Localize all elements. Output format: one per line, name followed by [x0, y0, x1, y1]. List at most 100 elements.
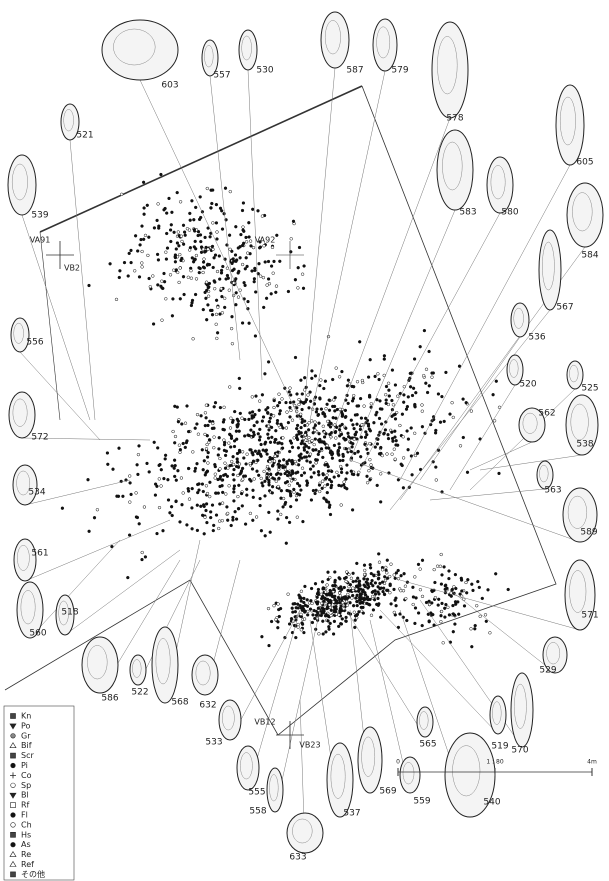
find-dot: [424, 600, 429, 605]
find-dot: [201, 503, 206, 507]
find-dot: [313, 374, 318, 378]
find-dot: [209, 515, 213, 520]
legend-label: Po: [21, 721, 31, 730]
find-dot: [308, 460, 312, 464]
find-dot: [379, 472, 383, 476]
find-dot: [357, 598, 362, 602]
find-dot: [199, 239, 203, 244]
find-dot: [343, 415, 348, 419]
find-dot: [368, 563, 372, 567]
find-dot: [408, 385, 413, 389]
artifact-drawing: [286, 812, 324, 854]
find-dot: [181, 223, 186, 227]
find-dot: [345, 487, 349, 491]
find-dot: [443, 615, 447, 619]
find-dot: [335, 407, 339, 412]
find-dot: [269, 425, 274, 430]
find-dot: [312, 442, 316, 447]
find-dot: [258, 496, 262, 501]
find-dot: [354, 587, 359, 591]
find-dot: [337, 428, 342, 432]
find-dot: [352, 437, 356, 441]
find-dot: [195, 503, 199, 507]
find-dot: [313, 616, 317, 621]
find-dot: [189, 276, 194, 280]
find-dot: [272, 405, 276, 410]
find-dot: [232, 499, 236, 503]
find-dot: [274, 284, 279, 288]
find-dot: [235, 457, 239, 461]
find-dot: [195, 422, 199, 426]
find-dot: [300, 392, 304, 396]
find-dot: [365, 474, 369, 478]
find-dot: [229, 326, 234, 331]
find-dot: [251, 434, 255, 439]
boundary-line: [39, 231, 61, 421]
find-dot: [345, 603, 349, 607]
find-dot: [385, 576, 390, 580]
artifact-facet: [12, 398, 28, 427]
find-dot: [171, 429, 175, 434]
find-dot: [379, 422, 384, 426]
find-dot: [208, 235, 212, 239]
find-dot: [369, 581, 373, 586]
find-dot: [321, 472, 325, 476]
find-dot: [220, 227, 225, 231]
find-dot: [311, 431, 315, 435]
find-dot: [232, 490, 236, 494]
artifact-label: 572: [31, 433, 48, 443]
find-dot: [284, 541, 288, 545]
find-dot: [236, 295, 241, 299]
find-dot: [332, 443, 337, 448]
find-dot: [306, 393, 310, 397]
find-dot: [213, 280, 217, 284]
find-dot: [153, 493, 158, 497]
find-dot: [152, 440, 156, 444]
artifact-facet: [58, 600, 69, 626]
find-dot: [316, 470, 321, 474]
find-dot: [388, 591, 392, 595]
legend-symbol: [10, 772, 16, 779]
artifact-facet: [330, 753, 346, 799]
find-dot: [453, 572, 458, 577]
find-dot: [387, 388, 391, 392]
find-dot: [255, 420, 259, 424]
find-dot: [342, 585, 346, 590]
find-dot: [302, 600, 306, 605]
find-dot: [342, 436, 346, 440]
legend-label: Hs: [21, 830, 31, 839]
find-dot: [360, 590, 365, 594]
artifact-facet: [509, 359, 519, 378]
find-dot: [494, 379, 498, 383]
find-dot: [356, 576, 360, 580]
find-dot: [266, 411, 270, 415]
artifact-label: 565: [419, 740, 436, 750]
find-dot: [365, 481, 370, 485]
leader-line: [69, 139, 96, 421]
find-dot: [202, 532, 206, 536]
find-dot: [344, 477, 348, 481]
artifact-facet: [204, 45, 214, 68]
find-dot: [363, 416, 368, 420]
find-dot: [95, 508, 100, 512]
find-dot: [329, 608, 333, 612]
find-dot: [300, 420, 304, 425]
find-dot: [240, 416, 244, 420]
find-dot: [268, 455, 272, 460]
find-dot: [438, 564, 443, 568]
artifact-label: 530: [256, 66, 273, 76]
find-dot: [355, 593, 359, 597]
find-dot: [488, 631, 492, 635]
leader-line: [399, 579, 581, 631]
find-dot: [396, 478, 401, 482]
find-dot: [281, 505, 285, 509]
find-dot: [176, 230, 180, 234]
find-dot: [237, 462, 242, 466]
find-dot: [172, 458, 177, 462]
find-dot: [222, 443, 227, 447]
find-dot: [263, 479, 267, 483]
find-dot: [178, 200, 183, 204]
find-dot: [430, 375, 434, 379]
find-dot: [300, 407, 304, 412]
find-dot: [439, 582, 444, 586]
